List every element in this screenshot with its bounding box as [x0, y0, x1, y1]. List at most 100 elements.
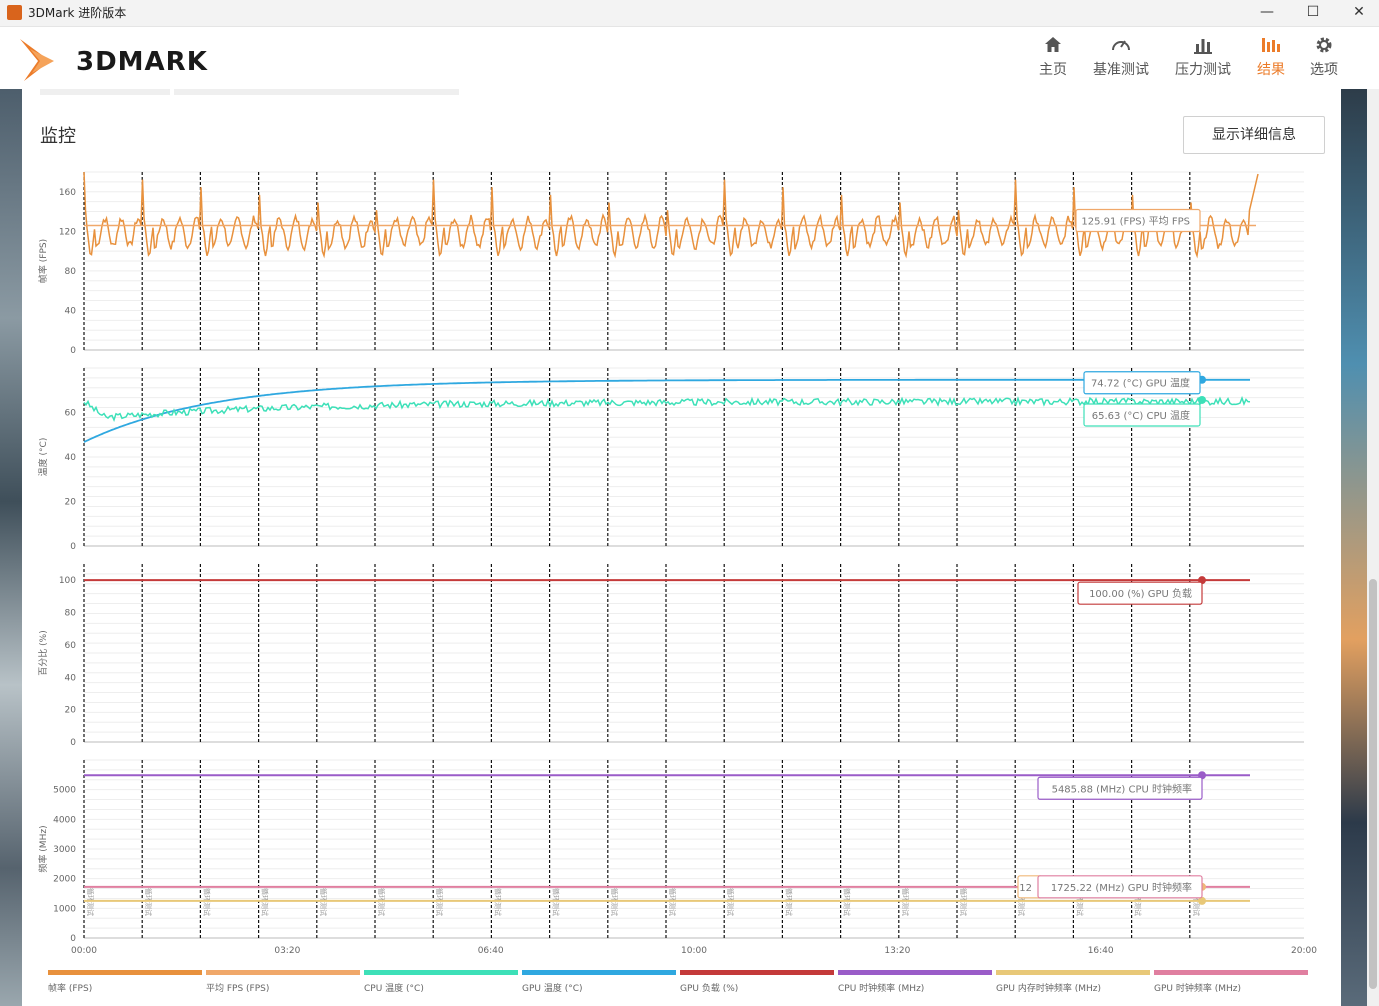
loop-marker-label: 循环测试: [610, 888, 619, 916]
y-tick-label: 4000: [53, 815, 76, 825]
x-tick-label: 20:00: [1291, 946, 1317, 956]
legend-label: CPU 温度 (°C): [364, 984, 424, 994]
loop-marker-label: 循环测试: [86, 888, 95, 916]
legend-swatch: [838, 970, 992, 975]
show-details-button[interactable]: 显示详细信息: [1183, 116, 1325, 154]
series-fps-line: [83, 171, 1259, 259]
title-bar: 3DMark 进阶版本 — ☐ ✕: [0, 0, 1379, 27]
y-tick-label: 160: [59, 188, 76, 198]
series-gpu-temp-line: [83, 378, 1250, 443]
loop-marker-label: 循环测试: [784, 888, 793, 916]
loop-marker-label: 循环测试: [901, 888, 910, 916]
loop-marker-label: 循环测试: [843, 888, 852, 916]
nav-label: 压力测试: [1175, 62, 1231, 78]
close-button[interactable]: ✕: [1353, 4, 1365, 20]
tooltip-avg-fps-box: [1075, 208, 1201, 233]
x-tick-label: 00:00: [71, 946, 97, 956]
loop-marker-label: 循环测试: [493, 888, 502, 916]
y-tick-label: 20: [65, 706, 77, 716]
legend-label: GPU 负载 (%): [680, 984, 739, 994]
x-tick-label: 06:40: [478, 946, 504, 956]
background-art-left: [0, 89, 22, 1006]
minimize-button[interactable]: —: [1260, 4, 1274, 20]
legend-label: GPU 内存时钟频率 (MHz): [996, 984, 1101, 994]
y-tick-label: 40: [65, 673, 77, 683]
y-tick-label: 2000: [53, 875, 76, 885]
y-tick-label: 120: [59, 227, 76, 237]
y-tick-label: 60: [65, 641, 77, 651]
home-icon: [1045, 37, 1061, 52]
y-axis-label: 频率 (MHz): [37, 825, 49, 872]
y-tick-label: 5000: [53, 786, 76, 796]
window-title: 3DMark 进阶版本: [28, 6, 127, 20]
legend-item-fps[interactable]: 帧率 (FPS): [48, 970, 202, 994]
scrollbar[interactable]: [1367, 89, 1379, 1006]
previous-section-strip: [174, 89, 459, 95]
loop-marker-label: 循环测试: [1017, 888, 1026, 916]
nav-home[interactable]: 主页: [1036, 33, 1070, 79]
legend-swatch: [680, 970, 834, 975]
maximize-button[interactable]: ☐: [1306, 4, 1320, 20]
loop-marker-label: 循环测试: [319, 888, 328, 916]
y-axis-label: 百分比 (%): [37, 630, 49, 675]
legend-item-gpu-load[interactable]: GPU 负载 (%): [680, 970, 834, 994]
legend-swatch: [206, 970, 360, 975]
y-tick-label: 80: [65, 267, 77, 277]
loop-marker-label: 循环测试: [1075, 888, 1084, 916]
nav-results[interactable]: 结果: [1254, 33, 1288, 79]
legend-item-gpu-clock[interactable]: GPU 时钟频率 (MHz): [1154, 970, 1308, 994]
loop-marker-label: 循环测试: [435, 888, 444, 916]
legend-item-gpu-mem-clock[interactable]: GPU 内存时钟频率 (MHz): [996, 970, 1150, 994]
tooltip-partial-text: 12: [1019, 883, 1032, 894]
loop-marker-label: 循环测试: [144, 888, 153, 916]
legend-item-cpu-temp[interactable]: CPU 温度 (°C): [364, 970, 518, 994]
loop-marker-label: 循环测试: [668, 888, 677, 916]
x-tick-label: 10:00: [681, 946, 707, 956]
bar-chart-icon: [1194, 39, 1212, 54]
gpu-mem-clock-marker: [1198, 896, 1206, 905]
loop-marker-label: 循环测试: [726, 888, 735, 916]
tooltip-cpu-clock-text: 5485.88 (MHz) CPU 时钟频率: [1052, 782, 1192, 795]
y-tick-label: 40: [65, 453, 77, 463]
y-tick-label: 100: [59, 576, 76, 586]
cpu-temp-marker: [1198, 395, 1206, 404]
y-tick-label: 1000: [53, 904, 76, 914]
tooltip-cpu-temp-text: 65.63 (°C) CPU 温度: [1092, 409, 1190, 422]
tooltip-gpu-load-text: 100.00 (%) GPU 负载: [1089, 587, 1192, 600]
scrollbar-thumb[interactable]: [1369, 579, 1377, 989]
section-title: 监控: [40, 126, 76, 147]
tooltip-gpu-temp-text: 74.72 (°C) GPU 温度: [1091, 377, 1190, 390]
legend-label: 平均 FPS (FPS): [206, 984, 270, 994]
app-icon: [7, 5, 22, 20]
x-tick-label: 16:40: [1088, 946, 1114, 956]
loop-marker-label: 循环测试: [1134, 888, 1143, 916]
series-cpu-temp-line: [83, 395, 1251, 422]
y-axis-label: 帧率 (FPS): [37, 239, 49, 283]
legend-label: 帧率 (FPS): [48, 984, 93, 994]
nav-label: 基准测试: [1093, 62, 1149, 78]
legend-item-gpu-temp[interactable]: GPU 温度 (°C): [522, 970, 676, 994]
nav-options[interactable]: 选项: [1307, 33, 1341, 79]
y-tick-label: 3000: [53, 845, 76, 855]
loop-marker-label: 循环测试: [202, 888, 211, 916]
y-tick-label: 40: [65, 306, 77, 316]
y-tick-label: 80: [65, 609, 77, 619]
legend-item-avg-fps[interactable]: 平均 FPS (FPS): [206, 970, 360, 994]
nav-stress-tests[interactable]: 压力测试: [1172, 33, 1234, 79]
tooltip-avg-fps-text: 125.91 (FPS) 平均 FPS: [1081, 215, 1190, 227]
legend-swatch: [364, 970, 518, 975]
legend-label: CPU 时钟频率 (MHz): [838, 984, 925, 994]
x-tick-label: 13:20: [884, 946, 910, 956]
y-tick-label: 20: [65, 498, 77, 508]
tooltip-gpu-load-box: [1077, 581, 1203, 605]
y-tick-label: 0: [70, 542, 76, 552]
x-tick-label: 03:20: [274, 946, 300, 956]
legend-label: GPU 时钟频率 (MHz): [1154, 984, 1241, 994]
tooltip-cpu-temp-box: [1083, 403, 1201, 427]
nav-benchmarks[interactable]: 基准测试: [1090, 33, 1152, 79]
nav-label: 结果: [1257, 62, 1285, 78]
legend-item-cpu-clock[interactable]: CPU 时钟频率 (MHz): [838, 970, 992, 994]
app-header: 3DMARK 主页 基准测试 压力测试 结果 选项: [0, 27, 1379, 89]
legend-label: GPU 温度 (°C): [522, 984, 583, 994]
chart-legend: 帧率 (FPS) 平均 FPS (FPS) CPU 温度 (°C) GPU 温度…: [48, 970, 1318, 1000]
